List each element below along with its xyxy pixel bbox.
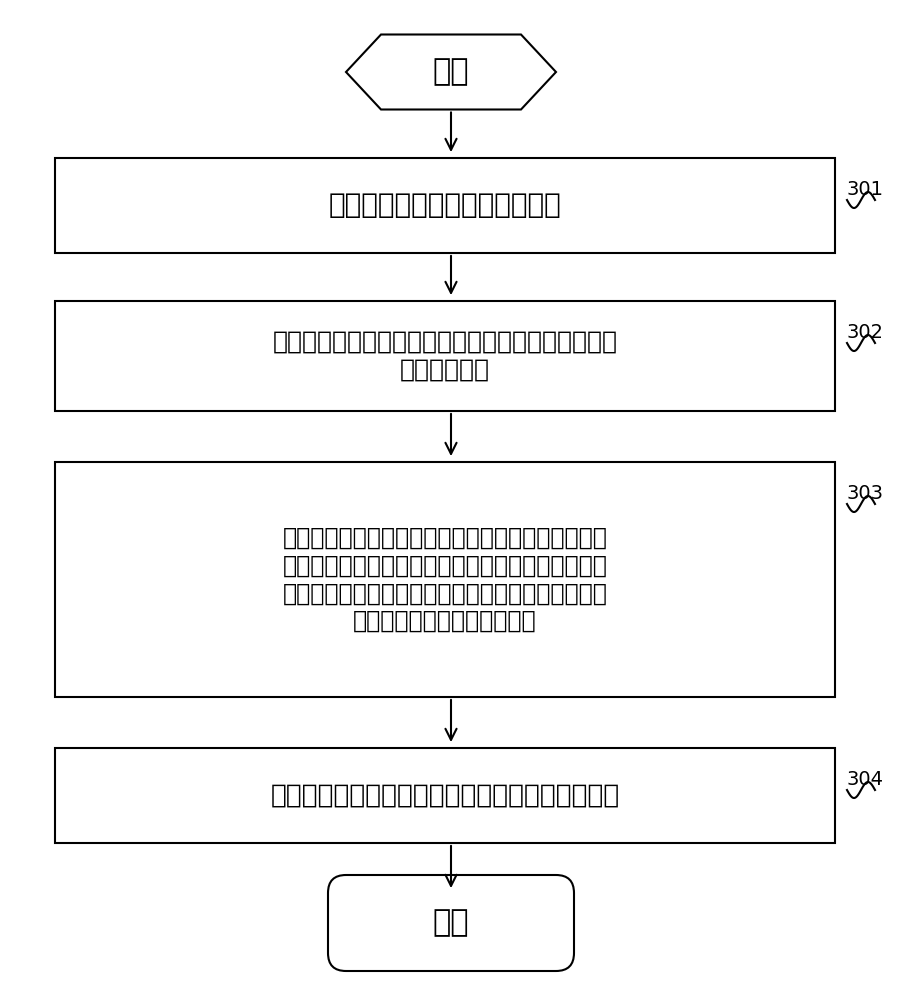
Text: 303: 303	[846, 484, 883, 503]
Bar	[55, 748, 834, 843]
FancyBboxPatch shape	[327, 875, 574, 971]
Text: 302: 302	[846, 323, 883, 342]
Text: 获取当前充电环境的环境参数，并将所述环境参数上
传到充电云端: 获取当前充电环境的环境参数，并将所述环境参数上 传到充电云端	[272, 330, 617, 382]
Bar	[55, 301, 834, 411]
Bar	[55, 158, 834, 253]
Text: 接收所述充电云端根据历史充电数据返回的与所述环
境参数对应的目标充电参数，所述目标充电参数是指
所述历史充电数据中，与当前充电环境的环境参数对
应的充电时间最短: 接收所述充电云端根据历史充电数据返回的与所述环 境参数对应的目标充电参数，所述目…	[282, 526, 607, 633]
Text: 根据所述目标充电参数，对所述移动终端进行充电: 根据所述目标充电参数，对所述移动终端进行充电	[270, 782, 619, 808]
Polygon shape	[345, 34, 556, 109]
Text: 充电器与移动终端建立充电连接: 充电器与移动终端建立充电连接	[328, 192, 561, 220]
Text: 301: 301	[846, 180, 883, 199]
Text: 304: 304	[846, 770, 883, 789]
Text: 开始: 开始	[432, 57, 469, 87]
Bar	[55, 462, 834, 697]
Text: 结束: 结束	[432, 908, 469, 938]
